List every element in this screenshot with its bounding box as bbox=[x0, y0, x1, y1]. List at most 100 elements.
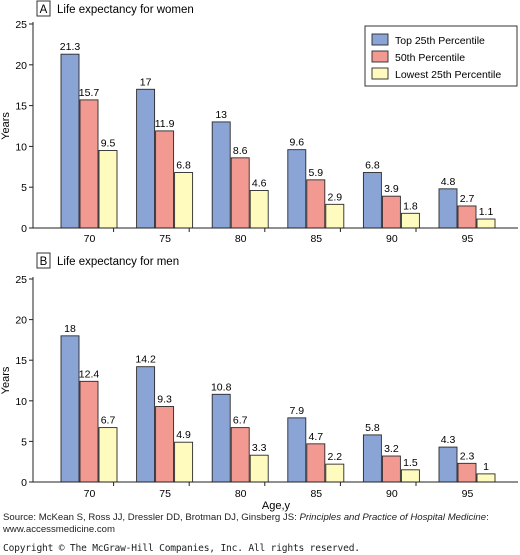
bar bbox=[457, 462, 477, 483]
source-suffix: : www.accessmedicine.com bbox=[3, 512, 489, 535]
source-note: Source: McKean S, Ross JJ, Dressler DD, … bbox=[3, 512, 518, 535]
bar-value-label: 2.3 bbox=[460, 450, 475, 462]
panel-letter-box bbox=[36, 252, 51, 269]
y-tick-label: 20 bbox=[15, 315, 27, 327]
y-tick-label: 15 bbox=[15, 355, 27, 367]
bar bbox=[136, 366, 156, 483]
bar bbox=[60, 53, 80, 229]
bar bbox=[476, 473, 496, 483]
bar-value-label: 1.1 bbox=[479, 206, 494, 218]
bar-value-label: 2.2 bbox=[327, 451, 342, 463]
bar-value-label: 1.8 bbox=[403, 200, 418, 212]
bar bbox=[325, 463, 345, 483]
bar bbox=[98, 427, 118, 483]
bar-value-label: 3.2 bbox=[384, 443, 399, 455]
bar-value-label: 4.9 bbox=[176, 429, 191, 441]
x-axis-label: Age,y bbox=[262, 500, 291, 512]
y-tick-label: 5 bbox=[21, 436, 27, 448]
bar-value-label: 17 bbox=[140, 76, 152, 88]
bar bbox=[230, 157, 250, 229]
bar bbox=[249, 190, 269, 229]
bar-value-label: 5.9 bbox=[308, 167, 323, 179]
legend-label: Top 25th Percentile bbox=[395, 35, 485, 47]
x-tick-label: 75 bbox=[159, 488, 171, 500]
bar-value-label: 7.9 bbox=[289, 405, 304, 417]
y-tick-label: 20 bbox=[15, 60, 27, 72]
x-tick-label: 80 bbox=[235, 488, 247, 500]
bar-value-label: 10.8 bbox=[211, 381, 232, 393]
panel-title: Life expectancy for women bbox=[57, 4, 194, 16]
legend-box bbox=[364, 25, 518, 87]
bar bbox=[174, 172, 194, 229]
bar-value-label: 3.3 bbox=[252, 442, 267, 454]
x-tick-label: 95 bbox=[462, 233, 474, 245]
y-tick-label: 10 bbox=[15, 396, 27, 408]
bar-value-label: 6.8 bbox=[365, 160, 380, 172]
y-tick-label: 25 bbox=[15, 19, 27, 31]
bar-value-label: 2.7 bbox=[460, 193, 475, 205]
bar-value-label: 4.8 bbox=[441, 176, 456, 188]
bar bbox=[400, 212, 420, 229]
bar-value-label: 5.8 bbox=[365, 422, 380, 434]
bar-value-label: 12.4 bbox=[79, 368, 100, 380]
y-tick-label: 0 bbox=[21, 223, 27, 235]
bar bbox=[362, 172, 382, 229]
panel-title: Life expectancy for men bbox=[57, 256, 179, 268]
x-tick-label: 85 bbox=[310, 488, 322, 500]
y-tick-label: 5 bbox=[21, 182, 27, 194]
bar bbox=[211, 393, 231, 483]
bar bbox=[60, 335, 80, 483]
bar-value-label: 21.3 bbox=[60, 41, 81, 53]
bar bbox=[174, 441, 194, 483]
bar-value-label: 3.9 bbox=[384, 183, 399, 195]
bar-value-label: 4.6 bbox=[252, 177, 267, 189]
x-tick-label: 75 bbox=[159, 233, 171, 245]
bar-value-label: 11.9 bbox=[155, 118, 175, 130]
bar bbox=[211, 121, 231, 229]
panel-letter-box bbox=[36, 0, 51, 17]
bar-value-label: 6.7 bbox=[233, 415, 248, 427]
bar-value-label: 6.8 bbox=[176, 160, 191, 172]
legend-label: 50th Percentile bbox=[395, 52, 465, 64]
x-tick-label: 90 bbox=[386, 488, 398, 500]
legend-swatch bbox=[371, 67, 389, 80]
bar-value-label: 14.2 bbox=[135, 354, 156, 366]
bar bbox=[79, 380, 99, 483]
bar bbox=[476, 218, 496, 229]
x-tick-label: 80 bbox=[235, 233, 247, 245]
y-axis-label: Years bbox=[0, 112, 12, 140]
y-tick-label: 0 bbox=[21, 477, 27, 489]
bar bbox=[136, 88, 156, 229]
source-book-title: Principles and Practice of Hospital Medi… bbox=[299, 512, 487, 523]
y-tick-label: 10 bbox=[15, 141, 27, 153]
panel-letter: A bbox=[40, 4, 48, 16]
x-tick-label: 70 bbox=[84, 233, 96, 245]
bar bbox=[287, 149, 307, 229]
bar bbox=[155, 130, 175, 229]
bar bbox=[306, 443, 326, 483]
y-tick-label: 25 bbox=[15, 274, 27, 286]
bar bbox=[325, 203, 345, 229]
legend-label: Lowest 25th Percentile bbox=[395, 69, 501, 81]
bar-value-label: 4.3 bbox=[441, 434, 456, 446]
x-tick-label: 95 bbox=[462, 488, 474, 500]
bar-value-label: 2.9 bbox=[327, 191, 342, 203]
bar bbox=[287, 417, 307, 483]
bar bbox=[230, 427, 250, 483]
bar bbox=[362, 434, 382, 483]
bar-value-label: 15.7 bbox=[79, 87, 100, 99]
bar bbox=[457, 205, 477, 229]
bar bbox=[438, 446, 458, 483]
x-tick-label: 90 bbox=[386, 233, 398, 245]
bar bbox=[381, 195, 401, 229]
bar bbox=[306, 179, 326, 229]
bar-value-label: 1.5 bbox=[403, 457, 418, 469]
bar-value-label: 18 bbox=[64, 323, 76, 335]
legend-swatch bbox=[371, 50, 389, 63]
x-tick-label: 70 bbox=[84, 488, 96, 500]
bar bbox=[381, 455, 401, 483]
panel-letter: B bbox=[40, 256, 48, 268]
bar-value-label: 6.7 bbox=[101, 415, 116, 427]
bar-value-label: 9.3 bbox=[157, 393, 172, 405]
